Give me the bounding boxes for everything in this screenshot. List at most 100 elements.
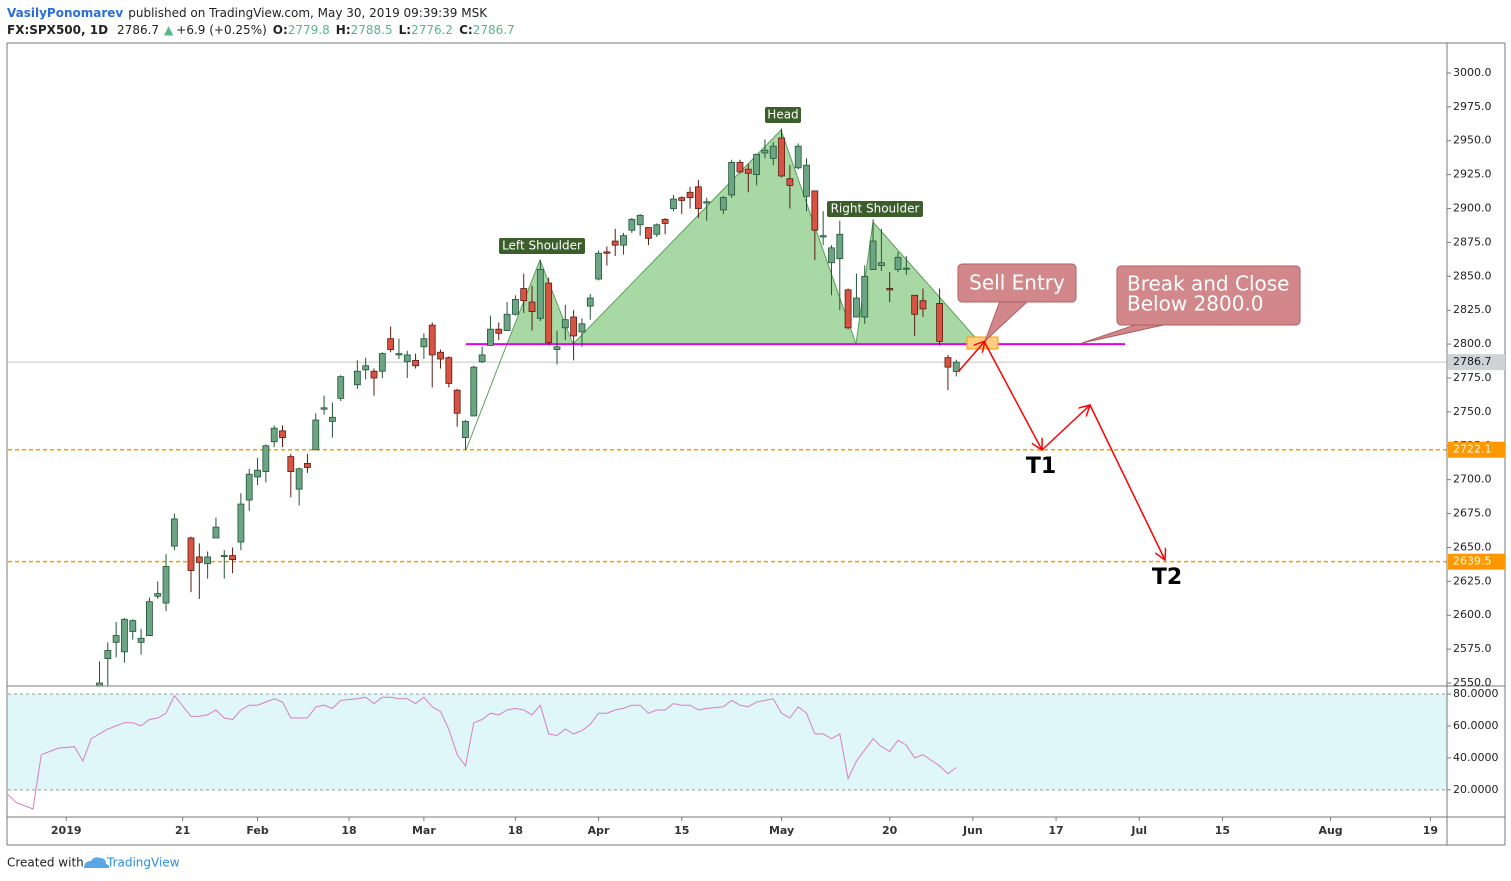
pattern-leg	[465, 343, 508, 451]
x-tick-label: 18	[508, 824, 523, 837]
candle-body	[503, 313, 511, 331]
candle-body	[545, 282, 553, 344]
candle-body	[911, 294, 919, 315]
candle-body	[362, 365, 370, 371]
candle-body	[129, 620, 137, 632]
ohlc-value: 2788.5	[351, 23, 393, 37]
y-tick-label: 2625.0	[1453, 574, 1492, 587]
label-head: Head	[767, 108, 798, 122]
under-layer	[8, 361, 1447, 563]
candle-body	[869, 240, 877, 270]
y-tick-label: 2950.0	[1453, 134, 1492, 147]
x-tick-label: Mar	[412, 824, 436, 837]
level-box	[1448, 441, 1505, 458]
candle-body	[320, 407, 328, 410]
y-tick-label: 2700.0	[1453, 473, 1492, 486]
candle-body	[944, 357, 952, 368]
candle-body	[819, 235, 827, 238]
candle-body	[170, 518, 178, 547]
candle-body	[703, 201, 711, 204]
label-box	[499, 238, 585, 254]
y-tick-label: 2800.0	[1453, 337, 1492, 350]
candle-body	[811, 190, 819, 231]
author[interactable]: VasilyPonomarev	[7, 6, 123, 20]
rsi-y-tick-label: 60.0000	[1453, 719, 1499, 732]
candle-body	[487, 328, 494, 346]
candle-body	[753, 153, 761, 176]
candle-body	[803, 164, 810, 197]
x-tick-label: Jul	[1130, 824, 1147, 837]
y-tick-label: 2600.0	[1453, 608, 1492, 621]
published: published on TradingView.com, May 30, 20…	[128, 6, 488, 20]
candle-body	[561, 319, 569, 329]
candle-body	[204, 556, 212, 565]
candles	[96, 128, 960, 686]
x-tick-label: 17	[1048, 824, 1063, 837]
change-arrow: ▲	[164, 23, 174, 37]
label-right-shoulder: Right Shoulder	[831, 202, 920, 216]
candle-body	[578, 323, 586, 333]
candle-body	[736, 162, 744, 173]
candle-body	[719, 197, 727, 211]
y-tick-label: 2850.0	[1453, 269, 1492, 282]
candle-body	[586, 297, 594, 307]
candle-body	[195, 556, 203, 563]
symbol: FX:SPX500, 1D	[7, 23, 108, 37]
arrow	[1041, 405, 1090, 451]
candle-body	[828, 247, 835, 264]
candle-body	[694, 186, 702, 209]
candle-body	[686, 191, 694, 199]
candle-body	[220, 555, 228, 557]
candle-body	[229, 555, 236, 561]
candle-body	[137, 637, 145, 643]
candle-body	[312, 419, 320, 451]
last: 2786.7	[117, 23, 159, 37]
footer: Created with TradingView	[7, 856, 180, 870]
ohlc-label: L:	[399, 23, 411, 37]
candle-body	[728, 162, 736, 196]
logo[interactable]	[84, 857, 110, 868]
ohlc-label: H:	[336, 23, 351, 37]
candle-body	[420, 338, 428, 348]
candle-body	[146, 601, 153, 636]
candle-body	[121, 618, 128, 653]
candle-body	[528, 301, 536, 312]
x-tick-label: 21	[175, 824, 190, 837]
candle-body	[894, 256, 902, 270]
candle-body	[395, 353, 403, 356]
y-tick-label: 2750.0	[1453, 405, 1492, 418]
candle-body	[919, 300, 927, 310]
candle-body	[287, 456, 295, 472]
candle-body	[445, 357, 453, 384]
rsi-y-tick-label: 40.0000	[1453, 751, 1499, 764]
rsi-y-tick-label: 80.0000	[1453, 687, 1499, 700]
candle-body	[553, 346, 561, 350]
arrow	[957, 341, 985, 373]
x-tick-label: May	[769, 824, 794, 837]
target-t2: T2	[1152, 565, 1182, 590]
candle-body	[744, 168, 752, 174]
footer-brand[interactable]: TradingView	[106, 856, 180, 870]
candle-body	[570, 316, 578, 337]
candle-body	[378, 353, 386, 372]
x-tick-label: 20	[882, 824, 898, 837]
level-label: 2722.1	[1453, 443, 1492, 456]
callout-pointer	[1081, 323, 1169, 344]
candle-body	[245, 473, 253, 501]
y-tick-label: 2650.0	[1453, 540, 1492, 553]
candle-body	[370, 370, 378, 379]
candle-body	[611, 240, 619, 246]
candle-body	[861, 275, 869, 318]
candle-body	[520, 288, 528, 302]
change: +6.9 (+0.25%)	[176, 23, 267, 37]
candle-body	[478, 354, 486, 363]
ohlc-value: 2786.7	[473, 23, 515, 37]
ohlc-label: C:	[459, 23, 473, 37]
candle-body	[936, 303, 944, 342]
candle-body	[403, 354, 411, 363]
candle-body	[453, 389, 461, 414]
x-tick-label: 15	[1215, 824, 1230, 837]
x-tick-label: Jun	[962, 824, 983, 837]
